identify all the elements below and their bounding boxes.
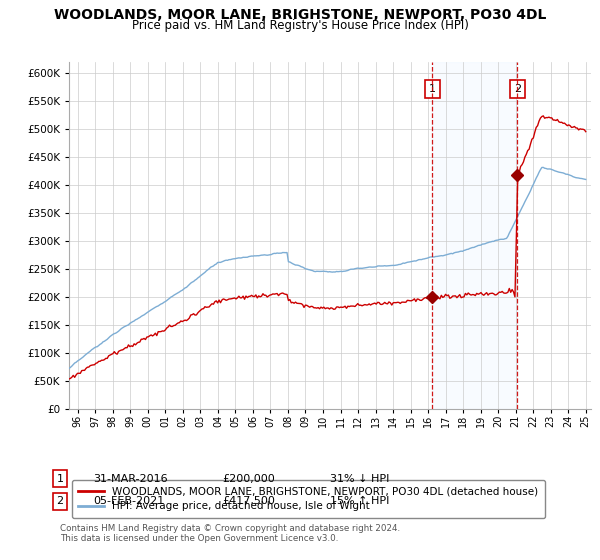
Text: 1: 1 — [56, 474, 64, 484]
Text: This data is licensed under the Open Government Licence v3.0.: This data is licensed under the Open Gov… — [60, 534, 338, 543]
Text: Contains HM Land Registry data © Crown copyright and database right 2024.: Contains HM Land Registry data © Crown c… — [60, 524, 400, 533]
Text: £200,000: £200,000 — [222, 474, 275, 484]
Text: 2: 2 — [514, 85, 521, 95]
Text: WOODLANDS, MOOR LANE, BRIGHSTONE, NEWPORT, PO30 4DL: WOODLANDS, MOOR LANE, BRIGHSTONE, NEWPOR… — [54, 8, 546, 22]
Text: Price paid vs. HM Land Registry's House Price Index (HPI): Price paid vs. HM Land Registry's House … — [131, 19, 469, 32]
Text: 31-MAR-2016: 31-MAR-2016 — [93, 474, 167, 484]
Text: 31% ↓ HPI: 31% ↓ HPI — [330, 474, 389, 484]
Text: 05-FEB-2021: 05-FEB-2021 — [93, 496, 164, 506]
Text: 15% ↑ HPI: 15% ↑ HPI — [330, 496, 389, 506]
Text: £417,500: £417,500 — [222, 496, 275, 506]
Bar — [433, 62, 517, 409]
Text: 1: 1 — [429, 85, 436, 95]
Legend: WOODLANDS, MOOR LANE, BRIGHSTONE, NEWPORT, PO30 4DL (detached house), HPI: Avera: WOODLANDS, MOOR LANE, BRIGHSTONE, NEWPOR… — [71, 480, 545, 517]
Text: 2: 2 — [56, 496, 64, 506]
